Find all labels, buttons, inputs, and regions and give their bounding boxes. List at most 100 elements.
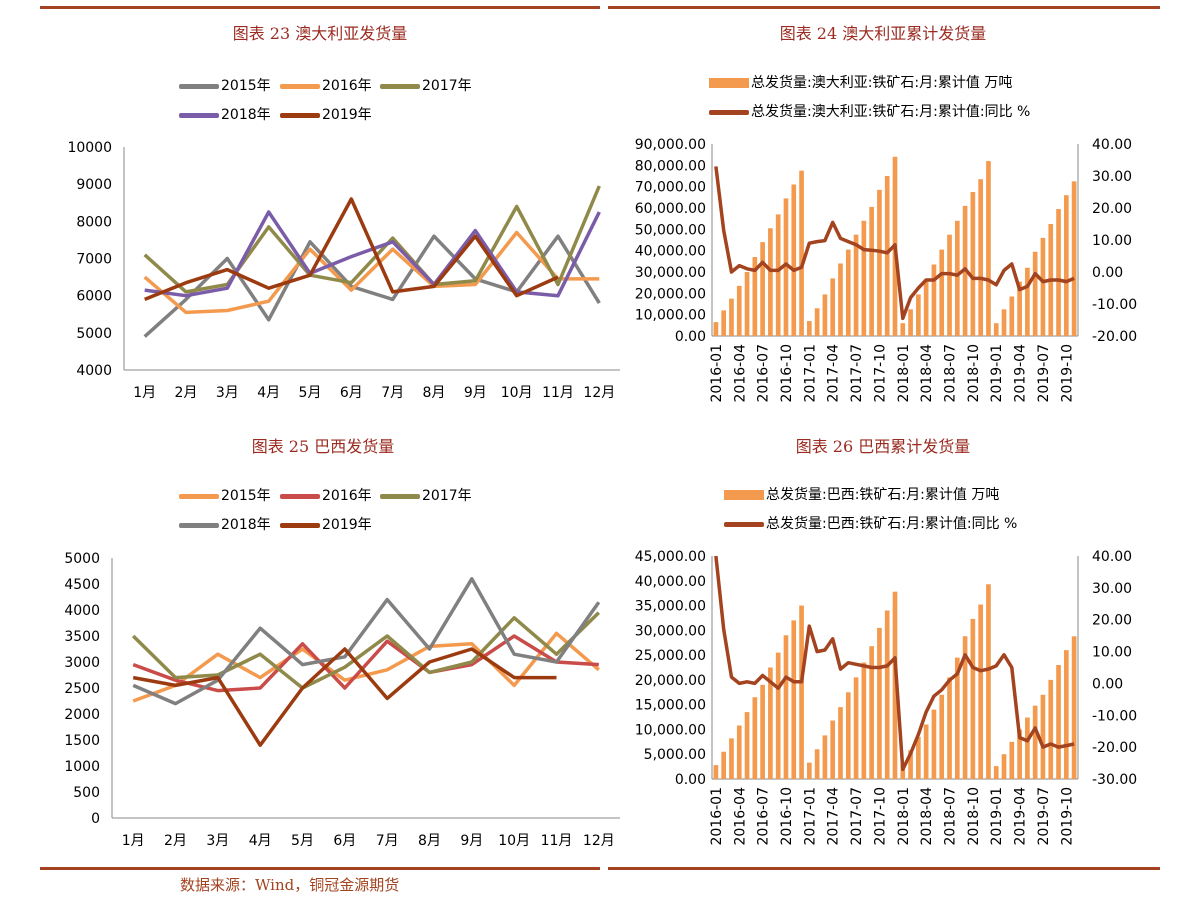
legend-item: 2018年 [179, 514, 271, 534]
x-tick-label: 11月 [541, 833, 573, 849]
bar [900, 323, 906, 336]
x-tick-label: 2018-01 [896, 787, 912, 846]
y-tick-label: 2000 [64, 707, 100, 723]
bar [768, 228, 773, 336]
legend-label: 2016年 [322, 488, 372, 504]
legend-item: 2019年 [280, 514, 372, 534]
y-tick-label: 1000 [64, 759, 100, 775]
y-tick-label: 4000 [76, 363, 112, 379]
x-tick-label: 2017-07 [849, 344, 865, 403]
bar [752, 257, 758, 336]
bar [916, 294, 921, 336]
x-tick-label: 2019-01 [989, 344, 1005, 403]
y-tick-label: 25,000.00 [635, 648, 706, 664]
bar [845, 692, 851, 779]
bar [783, 635, 789, 779]
legend-label: 2018年 [221, 107, 271, 123]
x-tick-label: 2月 [175, 385, 198, 401]
bar [713, 322, 719, 336]
x-tick-label: 2017-01 [802, 787, 818, 846]
x-tick-label: 2018-10 [966, 344, 982, 403]
x-tick-label: 2019-07 [1036, 787, 1052, 846]
chart-24-title: 图表 24 澳大利亚累计发货量 [779, 24, 987, 43]
x-tick-label: 1月 [122, 833, 145, 849]
x-tick-label: 2018-07 [943, 787, 959, 846]
bar [1001, 754, 1007, 779]
y2-tick-label: -10.00 [1092, 297, 1137, 313]
y-tick-label: 6000 [76, 289, 112, 305]
bar [744, 712, 750, 779]
bar [822, 294, 828, 336]
legend-label: 总发货量:澳大利亚:铁矿石:月:累计值:同比 % [751, 104, 1031, 120]
x-tick-label: 5月 [299, 385, 322, 401]
legend-swatch [280, 83, 320, 89]
x-tick-label: 8月 [418, 833, 441, 849]
x-tick-label: 10月 [501, 385, 533, 401]
legend-label: 总发货量:巴西:铁矿石:月:累计值:同比 % [766, 516, 1018, 532]
bottom-rule-left [40, 867, 600, 870]
x-tick-label: 2019-10 [1059, 344, 1075, 403]
x-tick-label: 2019-07 [1036, 344, 1052, 403]
bar [954, 657, 960, 779]
bar [853, 234, 859, 336]
y2-tick-label: 10.00 [1092, 645, 1132, 661]
x-tick-label: 2017-01 [802, 344, 818, 403]
x-tick-label: 2017-07 [849, 787, 865, 846]
x-tick-label: 2月 [164, 833, 187, 849]
y2-tick-label: 10.00 [1092, 233, 1132, 249]
y2-tick-label: -30.00 [1092, 772, 1137, 788]
legend-swatch [709, 78, 749, 88]
series-line-2018年 [144, 210, 601, 298]
bar [861, 220, 867, 336]
bar [884, 176, 890, 336]
legend-item: 总发货量:澳大利亚:铁矿石:月:累计值 万吨 [709, 72, 1012, 92]
y-tick-label: 5000 [76, 326, 112, 342]
y-tick-label: 2500 [64, 681, 100, 697]
bar [830, 278, 836, 336]
legend-label: 2015年 [221, 488, 271, 504]
legend-item: 总发货量:巴西:铁矿石:月:累计值 万吨 [724, 484, 999, 504]
legend-swatch [380, 83, 420, 89]
series-line-2015年 [143, 234, 601, 338]
y-tick-label: 80,000.00 [635, 158, 706, 174]
legend-item: 2015年 [179, 485, 271, 505]
legend-item: 2016年 [280, 75, 372, 95]
legend-swatch [724, 521, 764, 527]
yoy-line [714, 166, 1075, 321]
y2-tick-label: 30.00 [1092, 169, 1132, 185]
y-tick-label: 0.00 [675, 772, 706, 788]
x-tick-label: 12月 [583, 833, 615, 849]
bar [791, 184, 797, 336]
x-tick-label: 2016-04 [732, 344, 748, 403]
series-line-2017年 [143, 185, 601, 294]
y2-tick-label: -20.00 [1092, 329, 1137, 345]
bar [791, 620, 797, 779]
series-line-2017年 [131, 611, 601, 690]
y-tick-label: 0.00 [675, 329, 706, 345]
x-tick-label: 2016-10 [779, 344, 795, 403]
bar [814, 749, 820, 779]
y-tick-label: 20,000.00 [635, 673, 706, 689]
series-line-2019年 [144, 197, 559, 302]
bar [736, 285, 742, 336]
y2-tick-label: 0.00 [1092, 265, 1123, 281]
bar [916, 736, 921, 779]
bar [1032, 251, 1038, 336]
bar [814, 308, 820, 336]
y2-tick-label: 20.00 [1092, 613, 1132, 629]
legend-item: 总发货量:巴西:铁矿石:月:累计值:同比 % [724, 513, 1017, 533]
bar [986, 161, 991, 336]
x-tick-label: 2017-04 [826, 787, 842, 846]
yoy-line [714, 555, 1075, 772]
series-line-2016年 [132, 634, 599, 693]
x-tick-label: 2019-04 [1013, 787, 1029, 846]
x-tick-label: 2018-10 [966, 787, 982, 846]
bar [729, 298, 734, 336]
x-tick-label: 2016-10 [779, 787, 795, 846]
y-tick-label: 30,000.00 [635, 265, 706, 281]
bar [838, 263, 843, 336]
bar [923, 724, 929, 779]
x-tick-label: 9月 [460, 833, 483, 849]
chart-24-plot: 0.00 10,000.00 20,000.00 30,000.00 40,000.00… [635, 137, 1137, 403]
x-tick-label: 6月 [333, 833, 356, 849]
